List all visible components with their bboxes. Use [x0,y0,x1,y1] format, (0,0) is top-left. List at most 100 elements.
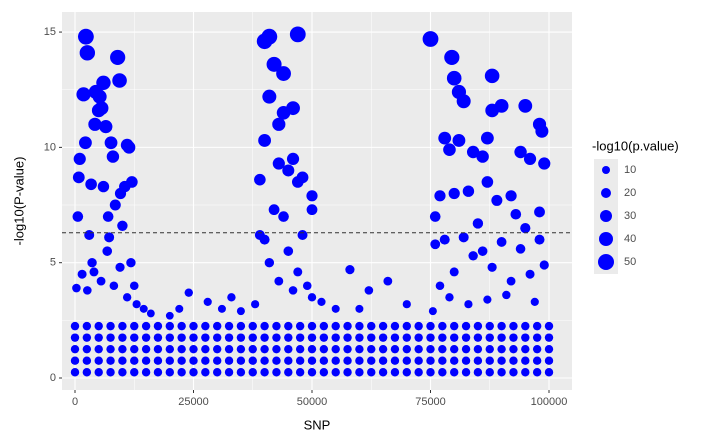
point [236,356,246,365]
point [355,333,364,342]
point [177,321,186,331]
point [446,70,462,86]
point [106,150,120,163]
point [402,344,412,354]
point [139,304,148,313]
point [106,344,115,354]
point [165,333,175,342]
x-tick-label: 75000 [415,396,446,408]
point [452,134,466,147]
point [284,333,293,342]
point [295,321,305,331]
point [331,368,340,377]
point [295,333,305,342]
point [461,321,471,331]
point [435,281,445,291]
point [201,321,210,331]
point [72,283,81,293]
legend-symbol [602,166,610,174]
point [282,164,295,177]
point [390,321,400,331]
point [236,344,246,354]
point [248,356,257,365]
point [70,368,80,377]
point [383,276,393,286]
point [426,356,435,365]
point [485,356,494,365]
point [481,176,494,188]
point [530,297,539,306]
point [461,368,471,377]
point [266,56,282,72]
y-tick-label: 10 [44,141,56,153]
point [307,321,317,331]
point [485,333,494,342]
point [79,136,92,150]
point [272,157,285,170]
point [78,28,94,45]
point [509,356,518,365]
point [189,333,198,342]
point [461,356,471,365]
point [497,321,506,331]
point [497,333,506,342]
point [82,368,92,377]
point [201,368,210,377]
point [224,344,234,354]
point [480,131,494,145]
point [378,333,388,342]
point [189,356,198,365]
point [307,356,317,365]
legend-symbol [598,254,614,270]
point [443,143,456,156]
point [213,333,222,342]
point [153,321,163,331]
point [509,344,518,354]
point [450,356,459,365]
point [109,281,119,291]
point [509,333,518,342]
point [450,344,459,354]
point [79,45,96,61]
point [224,356,234,365]
point [106,321,115,331]
point [539,260,549,270]
point [106,356,115,365]
point [165,356,175,365]
point [319,321,329,331]
point [82,321,92,331]
point [258,134,272,147]
point [477,246,488,256]
point [319,333,329,342]
point [449,267,459,277]
point [201,356,210,365]
point [272,321,281,331]
point [112,73,127,88]
point [390,333,400,342]
point [94,356,103,365]
point [331,321,340,331]
point [201,344,210,354]
point [236,307,245,316]
point [84,230,95,241]
point [532,344,542,354]
point [130,356,139,365]
point [462,185,475,197]
point [118,333,127,342]
point [236,321,246,331]
y-axis-title: -log10(P-value) [11,157,26,246]
point [456,94,471,109]
legend-label: 40 [624,233,636,245]
point [473,333,483,342]
point [254,230,265,241]
point [521,356,530,365]
point [94,368,103,377]
point [355,321,364,331]
point [278,211,289,222]
point [544,321,554,331]
point [319,368,329,377]
point [272,368,281,377]
point [76,87,91,102]
point [94,101,109,116]
point [497,356,506,365]
